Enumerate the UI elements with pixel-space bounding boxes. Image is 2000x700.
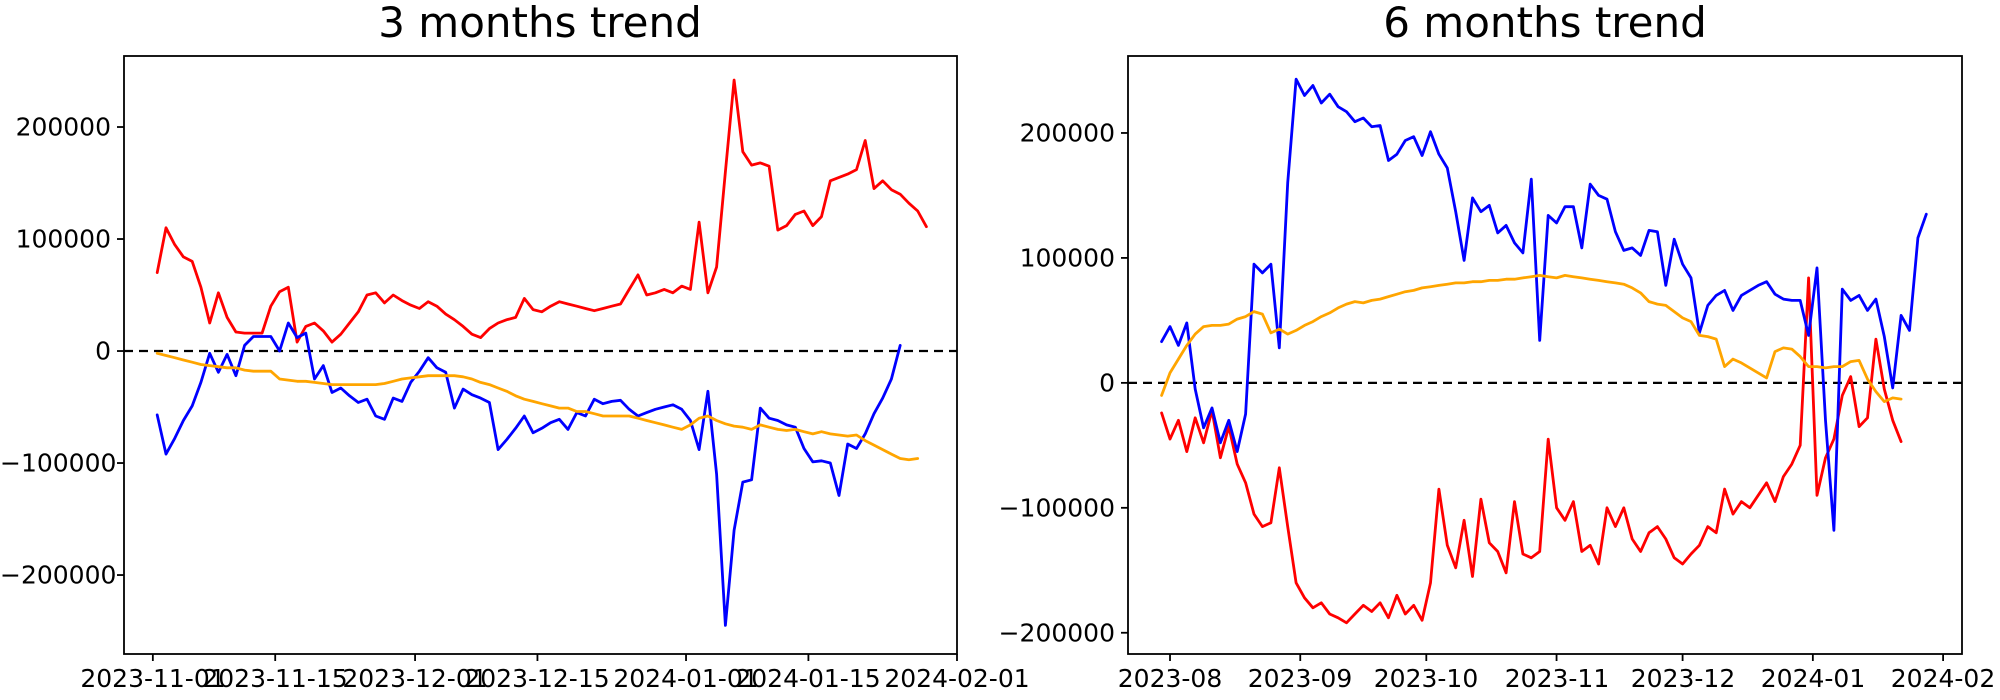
chart-title-6-months: 6 months trend (1383, 0, 1707, 47)
series-line-orange (155, 351, 920, 462)
plot-frame (1127, 55, 1963, 655)
series-line-blue (1160, 77, 1928, 532)
plot-frame (123, 55, 958, 655)
series-line-red (155, 78, 928, 344)
y-tick-label: −200000 (998, 618, 1115, 648)
y-tick-label: −100000 (998, 493, 1115, 523)
series-line-red (1160, 276, 1903, 625)
y-tick-label: −200000 (0, 560, 117, 590)
y-tick-label: 200000 (1019, 118, 1115, 148)
x-tick-label: 2023-10 (1373, 664, 1479, 693)
x-tick-label: 2023-12 (1630, 664, 1736, 693)
y-tick-label: 0 (1099, 368, 1115, 398)
series-line-blue (155, 321, 902, 627)
x-tick-label: 2024-01-15 (735, 664, 881, 693)
series-line-orange (1160, 273, 1903, 404)
x-tick-label: 2024-01-01 (613, 664, 759, 693)
y-tick-label: 200000 (15, 112, 111, 142)
x-tick-label: 2023-12-01 (342, 664, 488, 693)
x-tick-label: 2024-02-01 (884, 664, 1030, 693)
y-tick-label: 100000 (15, 224, 111, 254)
x-tick-label: 2023-09 (1247, 664, 1353, 693)
y-tick-label: −100000 (0, 448, 117, 478)
x-tick-label: 2023-11-01 (80, 664, 226, 693)
x-tick-label: 2024-01 (1760, 664, 1866, 693)
y-tick-label: 0 (95, 336, 111, 366)
x-tick-label: 2023-08 (1117, 664, 1223, 693)
chart-title-3-months: 3 months trend (378, 0, 702, 47)
x-tick-label: 2023-11 (1504, 664, 1610, 693)
x-tick-label: 2023-11-15 (202, 664, 348, 693)
y-tick-label: 100000 (1019, 243, 1115, 273)
x-tick-label: 2023-12-15 (464, 664, 610, 693)
x-tick-label: 2024-02 (1890, 664, 1996, 693)
